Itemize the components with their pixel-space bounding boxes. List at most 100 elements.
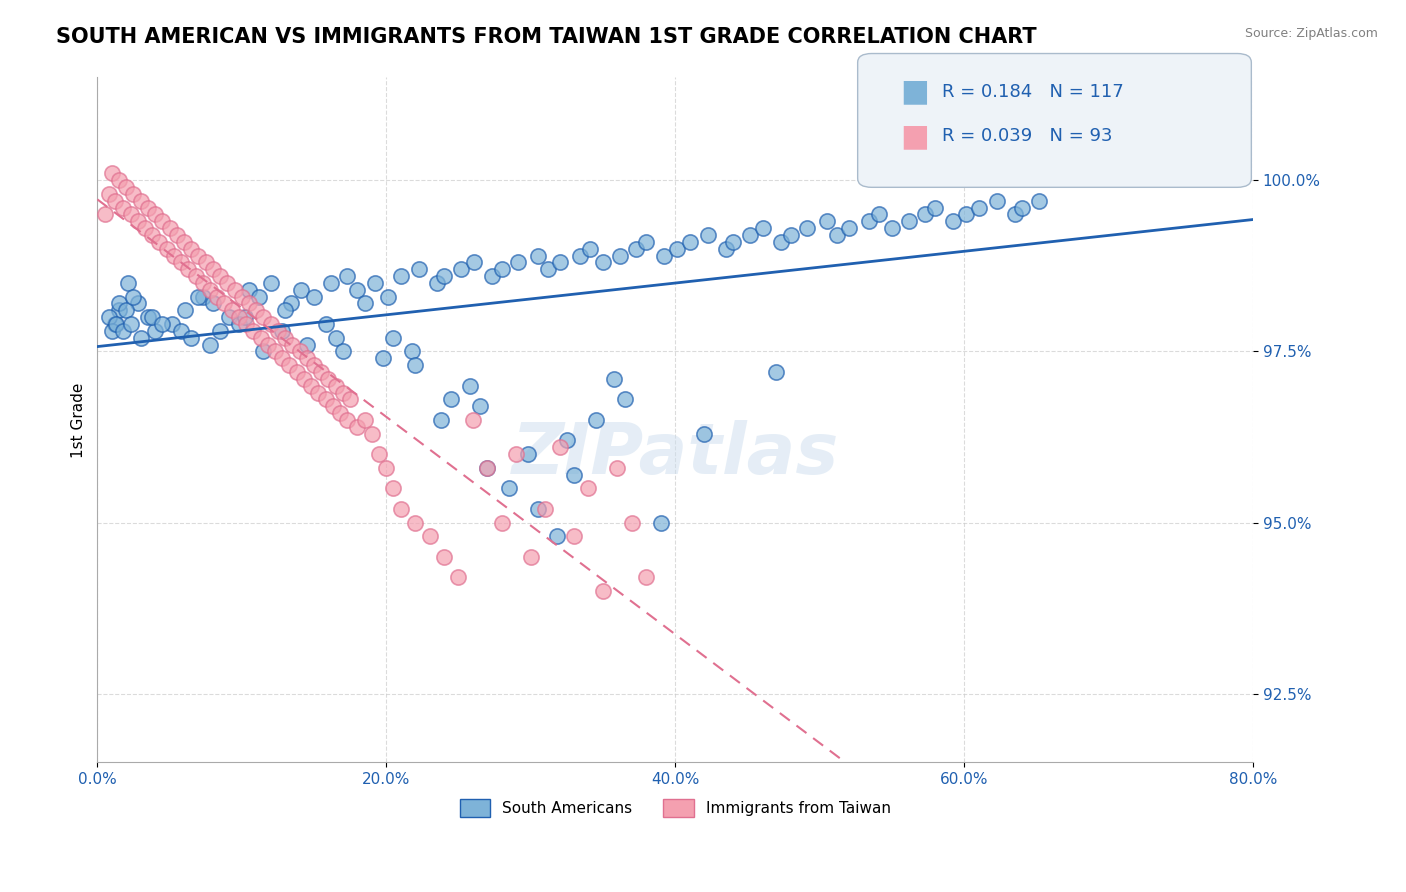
Point <box>122 290 145 304</box>
Point <box>779 227 801 242</box>
Point <box>346 419 368 434</box>
Point <box>346 283 368 297</box>
Point <box>450 262 472 277</box>
Text: SOUTH AMERICAN VS IMMIGRANTS FROM TAIWAN 1ST GRADE CORRELATION CHART: SOUTH AMERICAN VS IMMIGRANTS FROM TAIWAN… <box>56 27 1036 46</box>
Point <box>285 365 308 379</box>
Point <box>562 529 585 543</box>
Point <box>537 262 560 277</box>
Point <box>516 447 538 461</box>
Point <box>360 426 382 441</box>
Point <box>302 290 325 304</box>
Point <box>815 214 838 228</box>
Point <box>481 269 503 284</box>
Point <box>697 227 720 242</box>
Point <box>101 324 124 338</box>
Point <box>941 214 963 228</box>
Point <box>914 207 936 221</box>
Point <box>127 296 149 310</box>
Point <box>247 290 270 304</box>
Point <box>156 242 179 256</box>
Point <box>548 255 571 269</box>
Point <box>498 482 520 496</box>
Point <box>307 385 329 400</box>
Point <box>260 276 283 290</box>
Point <box>322 399 344 413</box>
Point <box>117 276 139 290</box>
Point <box>620 516 643 530</box>
Point <box>218 310 240 325</box>
Point <box>880 221 903 235</box>
Y-axis label: 1st Grade: 1st Grade <box>72 383 86 458</box>
Point <box>187 248 209 262</box>
Point <box>207 290 229 304</box>
Point <box>506 255 529 269</box>
Point <box>546 529 568 543</box>
Point <box>101 166 124 180</box>
Point <box>603 372 626 386</box>
Point <box>271 351 294 366</box>
Point <box>209 324 232 338</box>
Point <box>447 570 470 584</box>
Point <box>256 337 278 351</box>
Point <box>141 227 163 242</box>
Point <box>143 207 166 221</box>
Point <box>548 440 571 454</box>
Text: R = 0.184   N = 117: R = 0.184 N = 117 <box>942 83 1123 101</box>
Point <box>198 337 221 351</box>
Point <box>108 173 131 187</box>
Point <box>274 303 297 318</box>
Point <box>404 516 426 530</box>
Point <box>104 194 127 208</box>
Point <box>740 227 762 242</box>
Point <box>170 324 193 338</box>
Point <box>898 214 921 228</box>
Point <box>693 426 716 441</box>
Point <box>170 255 193 269</box>
Point <box>166 227 188 242</box>
Point <box>321 276 343 290</box>
Point <box>377 290 399 304</box>
Point <box>295 351 318 366</box>
Point <box>122 186 145 201</box>
Point <box>325 378 347 392</box>
Point <box>401 344 423 359</box>
Point <box>141 310 163 325</box>
Point <box>491 516 513 530</box>
Point <box>315 317 337 331</box>
Point <box>769 235 792 249</box>
Point <box>271 324 294 338</box>
Point <box>592 255 614 269</box>
Point <box>336 413 359 427</box>
Point <box>375 461 398 475</box>
Point <box>264 344 287 359</box>
Point <box>329 406 352 420</box>
Point <box>148 235 170 249</box>
Point <box>714 242 737 256</box>
Point <box>214 296 236 310</box>
Point <box>636 570 658 584</box>
Point <box>280 296 302 310</box>
Point <box>967 201 990 215</box>
Point <box>389 502 412 516</box>
Point <box>159 221 181 235</box>
Point <box>382 482 405 496</box>
Point <box>519 549 541 564</box>
Point <box>858 214 880 228</box>
Point <box>274 331 297 345</box>
Point <box>752 221 775 235</box>
Point <box>209 269 232 284</box>
Point <box>579 242 602 256</box>
Point <box>180 242 202 256</box>
Point <box>302 358 325 372</box>
Point <box>609 248 631 262</box>
Point <box>242 324 264 338</box>
Point <box>201 296 224 310</box>
Point <box>163 248 186 262</box>
Point <box>309 365 332 379</box>
Point <box>112 324 135 338</box>
Point <box>278 358 301 372</box>
Point <box>233 310 256 325</box>
Point <box>336 269 359 284</box>
Point <box>721 235 744 249</box>
Point <box>325 331 347 345</box>
